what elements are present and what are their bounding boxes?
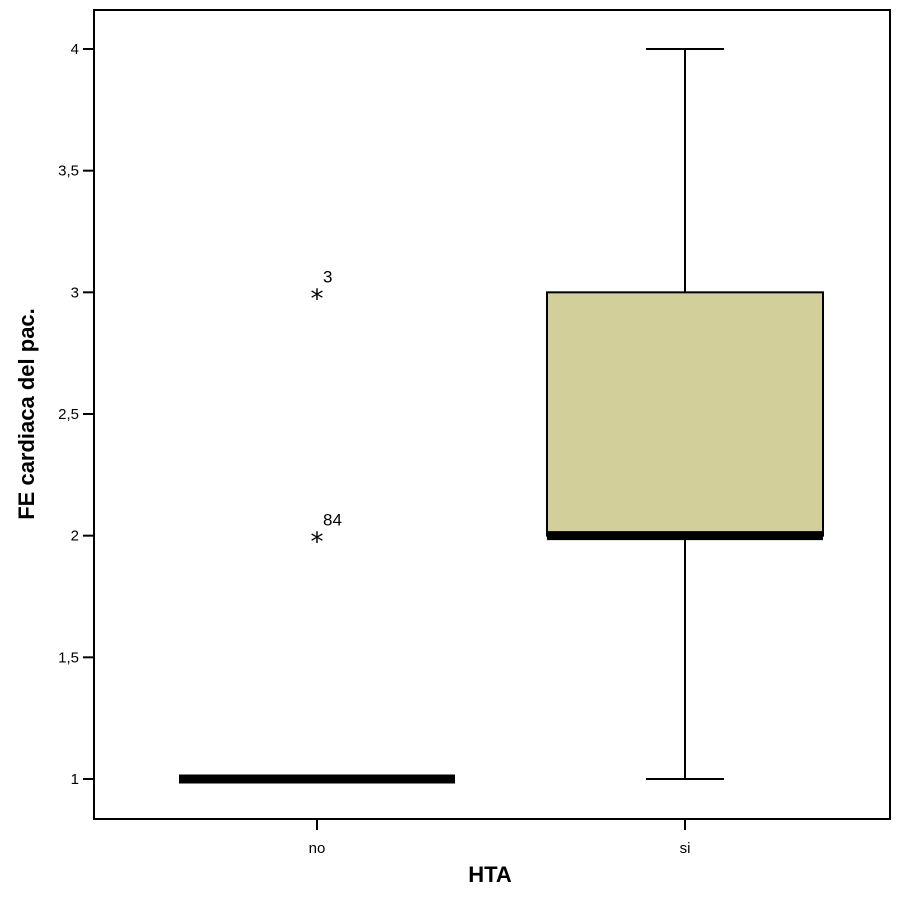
- x-tick-label: no: [309, 840, 326, 857]
- y-tick-label: 2,5: [58, 406, 79, 423]
- x-axis-ticks: no si: [309, 819, 691, 857]
- outlier-label: 3: [323, 267, 332, 286]
- y-axis-title: FE cardiaca del pac.: [14, 308, 39, 520]
- box-si: [546, 291, 824, 537]
- outlier-marker: *: [311, 284, 324, 314]
- y-tick-label: 3,5: [58, 163, 79, 180]
- y-tick-label: 4: [71, 41, 79, 58]
- outlier-label: 84: [323, 511, 342, 530]
- y-tick-label: 3: [71, 284, 79, 301]
- y-tick-label: 1: [71, 771, 79, 788]
- x-tick-label: si: [680, 840, 691, 857]
- y-tick-label: 2: [71, 528, 79, 545]
- boxes: *3*84: [179, 48, 824, 784]
- x-axis-title: HTA: [468, 862, 512, 887]
- outlier-marker: *: [311, 528, 324, 558]
- y-axis-ticks: 1 1,5 2 2,5 3 3,5 4: [58, 41, 94, 788]
- y-tick-label: 1,5: [58, 649, 79, 666]
